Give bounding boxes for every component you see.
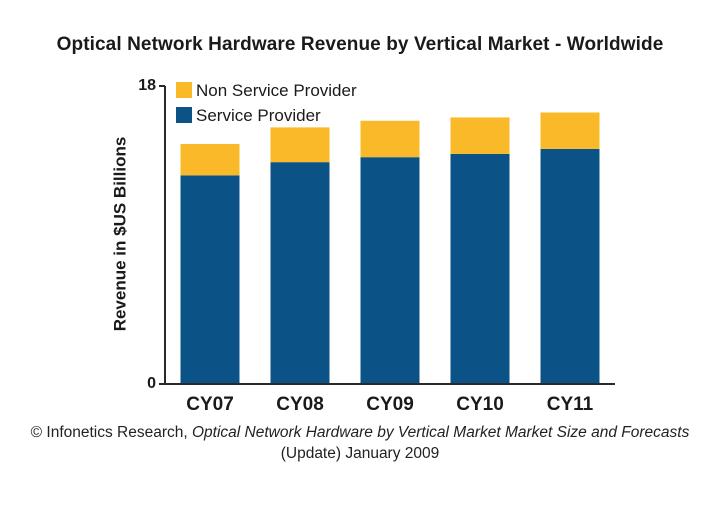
x-categories-group: CY07 CY08 CY09 CY10 CY11 bbox=[186, 394, 593, 415]
y-axis-label: Revenue in $US Billions bbox=[110, 137, 129, 332]
bar-cy08-non-service-provider bbox=[270, 127, 330, 163]
bar-cy07-service-provider bbox=[180, 175, 240, 384]
bar-cy08-service-provider bbox=[270, 162, 330, 384]
source-report-title: Optical Network Hardware by Vertical Mar… bbox=[192, 424, 690, 441]
stacked-bar-chart: Revenue in $US Billions 0 18 CY07 CY08 CY09… bbox=[110, 77, 615, 415]
y-ticks-group: 0 18 bbox=[138, 77, 165, 392]
bar-cy09-non-service-provider bbox=[360, 120, 420, 158]
x-tick-label: CY08 bbox=[276, 394, 324, 415]
bars-group bbox=[180, 112, 600, 384]
source-suffix: (Update) January 2009 bbox=[280, 445, 440, 462]
y-tick-label: 0 bbox=[147, 375, 156, 392]
bar-cy11-service-provider bbox=[540, 148, 600, 384]
y-tick-label: 18 bbox=[138, 77, 156, 94]
x-tick-label: CY11 bbox=[547, 394, 594, 415]
source-note: © Infonetics Research, Optical Network H… bbox=[0, 422, 720, 464]
bar-cy09-service-provider bbox=[360, 157, 420, 384]
chart-title: Optical Network Hardware Revenue by Vert… bbox=[56, 34, 664, 55]
legend-label-non-service-provider: Non Service Provider bbox=[196, 81, 357, 100]
legend: Non Service Provider Service Provider bbox=[176, 81, 357, 125]
bar-cy10-service-provider bbox=[450, 153, 510, 384]
bar-cy11-non-service-provider bbox=[540, 112, 600, 149]
bar-cy10-non-service-provider bbox=[450, 117, 510, 154]
x-tick-label: CY10 bbox=[456, 394, 504, 415]
legend-swatch-service-provider bbox=[176, 107, 192, 123]
legend-label-service-provider: Service Provider bbox=[196, 106, 321, 125]
legend-swatch-non-service-provider bbox=[176, 82, 192, 98]
bar-cy07-non-service-provider bbox=[180, 143, 240, 176]
x-tick-label: CY09 bbox=[366, 394, 414, 415]
source-prefix: © Infonetics Research, bbox=[30, 424, 192, 441]
x-tick-label: CY07 bbox=[186, 394, 234, 415]
